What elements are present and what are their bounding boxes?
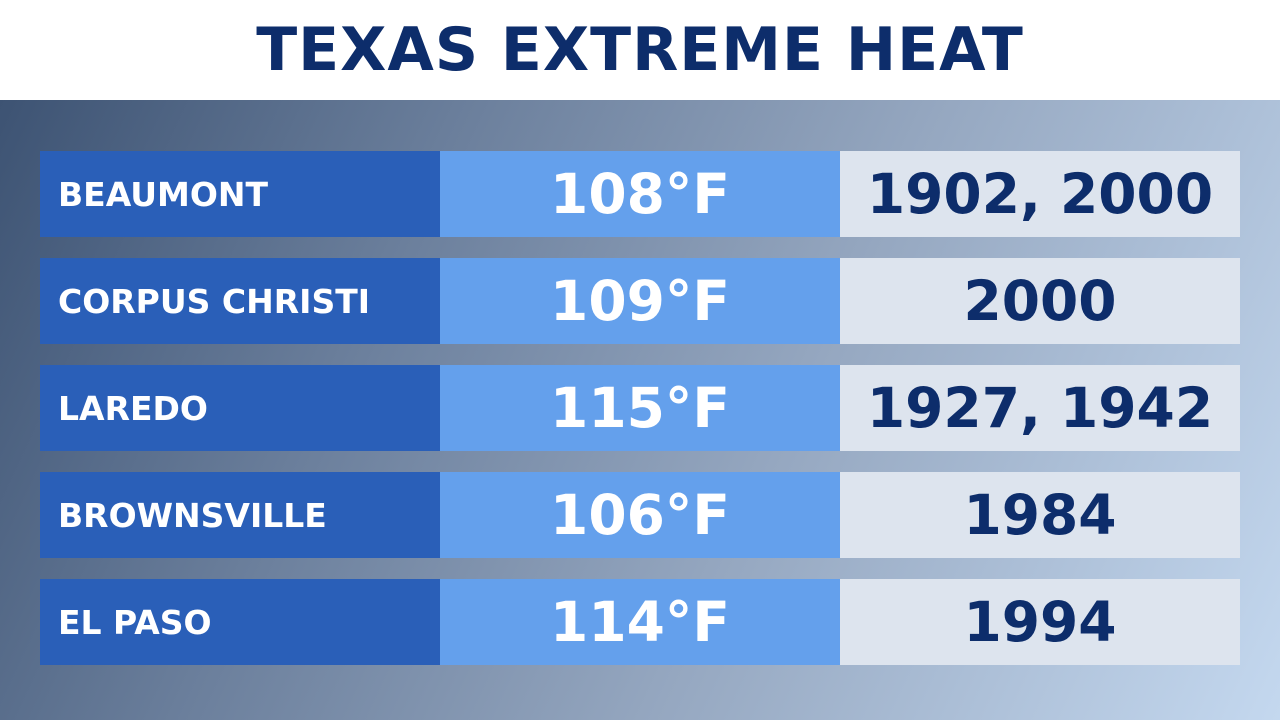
year-cell: 2000 xyxy=(840,258,1240,344)
table-panel: BEAUMONT 108°F 1902, 2000 CORPUS CHRISTI… xyxy=(0,100,1280,720)
table-row: BROWNSVILLE 106°F 1984 xyxy=(40,472,1240,558)
table-row: LAREDO 115°F 1927, 1942 xyxy=(40,365,1240,451)
table-row: BEAUMONT 108°F 1902, 2000 xyxy=(40,151,1240,237)
year-cell: 1994 xyxy=(840,579,1240,665)
temperature-cell: 106°F xyxy=(440,472,840,558)
temperature-cell: 108°F xyxy=(440,151,840,237)
table-row: EL PASO 114°F 1994 xyxy=(40,579,1240,665)
city-cell: LAREDO xyxy=(40,365,440,451)
city-cell: EL PASO xyxy=(40,579,440,665)
table-row: CORPUS CHRISTI 109°F 2000 xyxy=(40,258,1240,344)
year-cell: 1927, 1942 xyxy=(840,365,1240,451)
city-cell: BROWNSVILLE xyxy=(40,472,440,558)
temperature-cell: 109°F xyxy=(440,258,840,344)
title-bar: TEXAS EXTREME HEAT xyxy=(0,0,1280,100)
city-cell: CORPUS CHRISTI xyxy=(40,258,440,344)
chart-title: TEXAS EXTREME HEAT xyxy=(256,15,1024,85)
temperature-cell: 115°F xyxy=(440,365,840,451)
temperature-cell: 114°F xyxy=(440,579,840,665)
year-cell: 1902, 2000 xyxy=(840,151,1240,237)
records-table: BEAUMONT 108°F 1902, 2000 CORPUS CHRISTI… xyxy=(40,151,1240,686)
city-cell: BEAUMONT xyxy=(40,151,440,237)
year-cell: 1984 xyxy=(840,472,1240,558)
